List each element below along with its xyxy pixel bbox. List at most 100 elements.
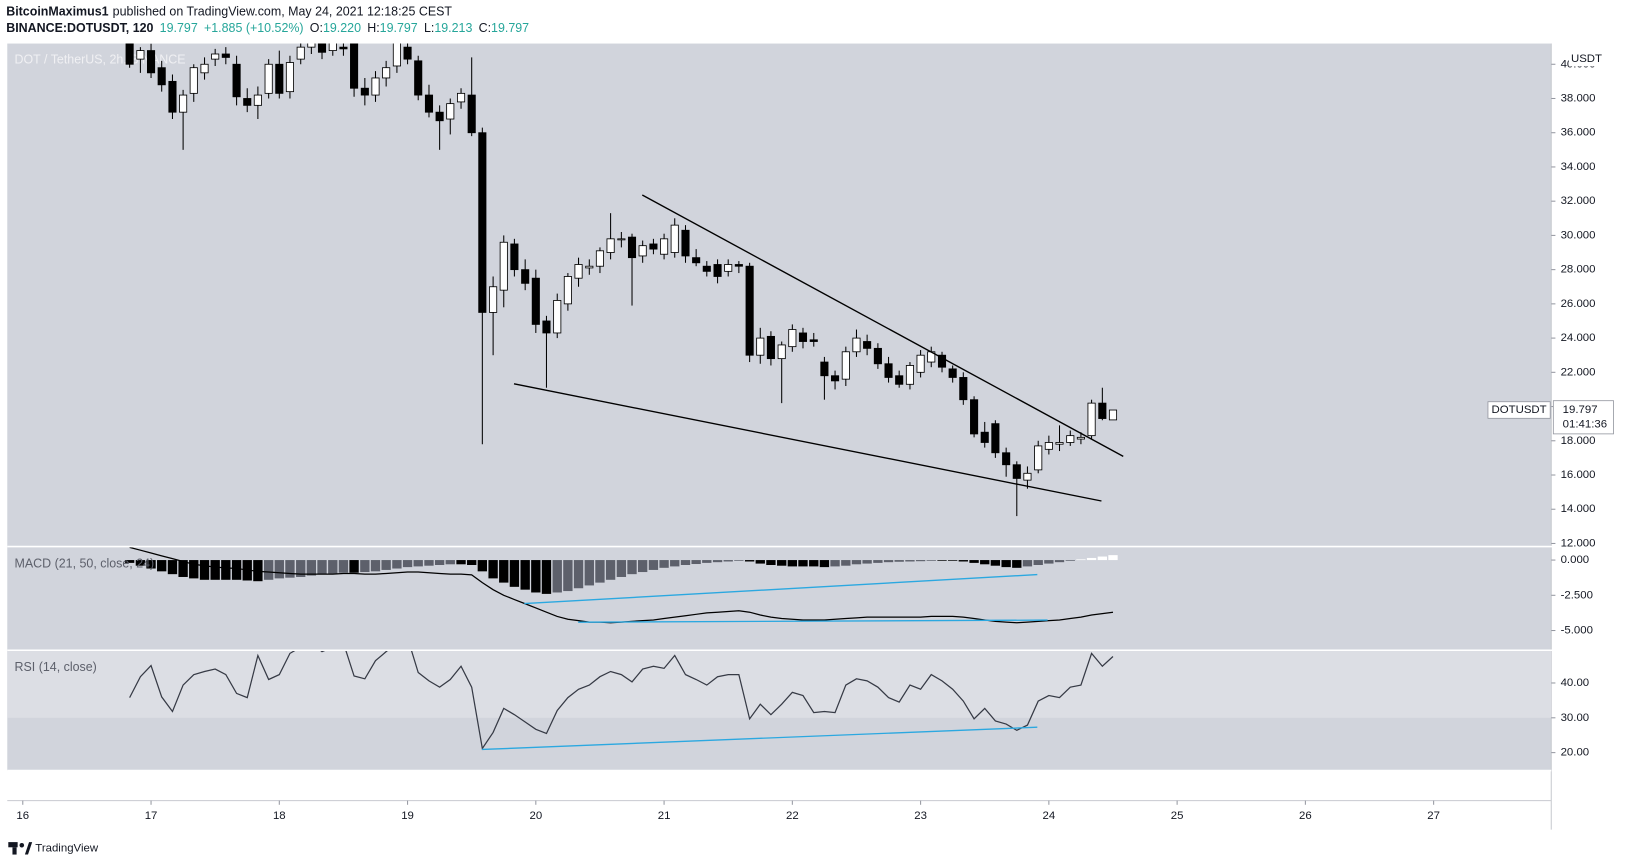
candle-body <box>414 60 423 96</box>
candle-body <box>350 43 359 89</box>
trend-line <box>641 194 1124 457</box>
histogram-bar <box>958 560 968 562</box>
histogram-bar <box>199 560 210 580</box>
header-line: BitcoinMaximus1 published on TradingView.… <box>6 5 452 19</box>
x-tick-label: 16 <box>16 810 29 822</box>
histogram-bar <box>360 560 370 573</box>
y-tick-label: 16.000 <box>1561 469 1596 481</box>
candle-body <box>296 46 305 60</box>
candle-body <box>521 269 530 284</box>
histogram-bar <box>873 560 883 563</box>
y-tick-label: 18.000 <box>1561 435 1596 447</box>
candle-body <box>157 67 166 86</box>
candle-body <box>617 238 626 241</box>
y-tick-label: 14.000 <box>1561 503 1596 515</box>
candle-body <box>692 257 701 264</box>
candle-body <box>638 245 647 257</box>
histogram-bar <box>520 560 530 590</box>
candle-body <box>766 335 775 360</box>
histogram-bar <box>263 560 274 580</box>
histogram-bar <box>969 560 979 563</box>
histogram-bar <box>787 560 798 567</box>
histogram-bar <box>434 560 445 566</box>
candle-body <box>339 46 348 50</box>
price-tag <box>1552 400 1614 435</box>
histogram-bar <box>424 560 434 566</box>
histogram-bar <box>980 560 990 565</box>
histogram-bar <box>338 560 349 573</box>
histogram-bar <box>456 560 466 565</box>
histogram-bar <box>488 560 498 579</box>
histogram-bar <box>744 560 755 562</box>
candle-body <box>403 46 412 60</box>
candle-body <box>146 50 156 74</box>
histogram-bar <box>894 560 904 562</box>
y-tick-label: 32.000 <box>1561 195 1596 207</box>
candle-body <box>168 80 177 113</box>
pane-title: RSI (14, close) <box>15 660 97 674</box>
y-tick-label: 28.000 <box>1561 264 1596 276</box>
y-tick-label: 26.000 <box>1561 298 1596 310</box>
histogram-bar <box>702 560 712 563</box>
candle-body <box>285 62 294 93</box>
histogram-bar <box>637 560 648 573</box>
candle-body <box>1034 445 1043 471</box>
candle-body <box>253 94 262 106</box>
candle-body <box>360 87 369 96</box>
x-tick-label: 21 <box>658 810 671 822</box>
candle-body <box>734 264 743 267</box>
pane-title: MACD (21, 50, close, 24) <box>15 556 155 570</box>
x-tick-label: 17 <box>145 810 158 822</box>
candle-body <box>382 67 391 79</box>
histogram-bar <box>1097 556 1108 561</box>
plot-background <box>7 43 1552 771</box>
histogram-bar <box>552 560 562 593</box>
histogram-bar <box>210 560 220 580</box>
histogram-bar <box>691 560 701 565</box>
histogram-bar <box>124 560 135 563</box>
candle-body <box>991 423 1000 454</box>
x-tick-label: 23 <box>914 810 927 822</box>
candle-body <box>670 224 679 253</box>
y-tick-label: 30.000 <box>1561 229 1596 241</box>
histogram-bar <box>189 560 199 579</box>
histogram-bar <box>905 560 915 562</box>
histogram-bar <box>926 560 936 561</box>
candle-body <box>275 63 284 94</box>
candle-body <box>424 94 434 113</box>
histogram-bar <box>392 560 402 569</box>
candle-body <box>905 365 915 385</box>
candle-body <box>681 229 690 257</box>
candle-body <box>660 238 669 255</box>
candle-body <box>745 265 754 356</box>
histogram-bar <box>947 560 958 561</box>
candle-body <box>649 243 658 250</box>
histogram-bar <box>328 560 338 574</box>
histogram-bar <box>777 560 787 566</box>
candle-body <box>809 339 818 342</box>
histogram-bar <box>317 560 327 575</box>
histogram-bar <box>841 560 851 566</box>
histogram-bar <box>167 560 178 575</box>
histogram-bar <box>616 560 627 577</box>
candle-body <box>595 250 604 267</box>
close: 19.797 <box>491 21 529 35</box>
x-tick-label: 27 <box>1427 810 1440 822</box>
histogram-bar <box>285 560 295 578</box>
open-label: O: <box>310 21 323 35</box>
candle-body <box>970 399 979 435</box>
histogram-bar <box>1033 560 1043 566</box>
candle-body <box>798 332 808 342</box>
candle-body <box>232 63 241 98</box>
candle-body <box>179 94 188 113</box>
y-unit: USDT <box>1571 53 1602 65</box>
y-tick-label: 0.000 <box>1561 554 1590 566</box>
candle-body <box>1076 436 1085 440</box>
candle-body <box>937 354 947 368</box>
candle-body <box>200 63 209 74</box>
candle-body <box>916 354 925 373</box>
x-tick-label: 24 <box>1043 810 1056 822</box>
histogram-bar <box>595 560 605 583</box>
y-tick-label: 40.00 <box>1561 677 1590 689</box>
histogram-bar <box>1054 560 1065 563</box>
